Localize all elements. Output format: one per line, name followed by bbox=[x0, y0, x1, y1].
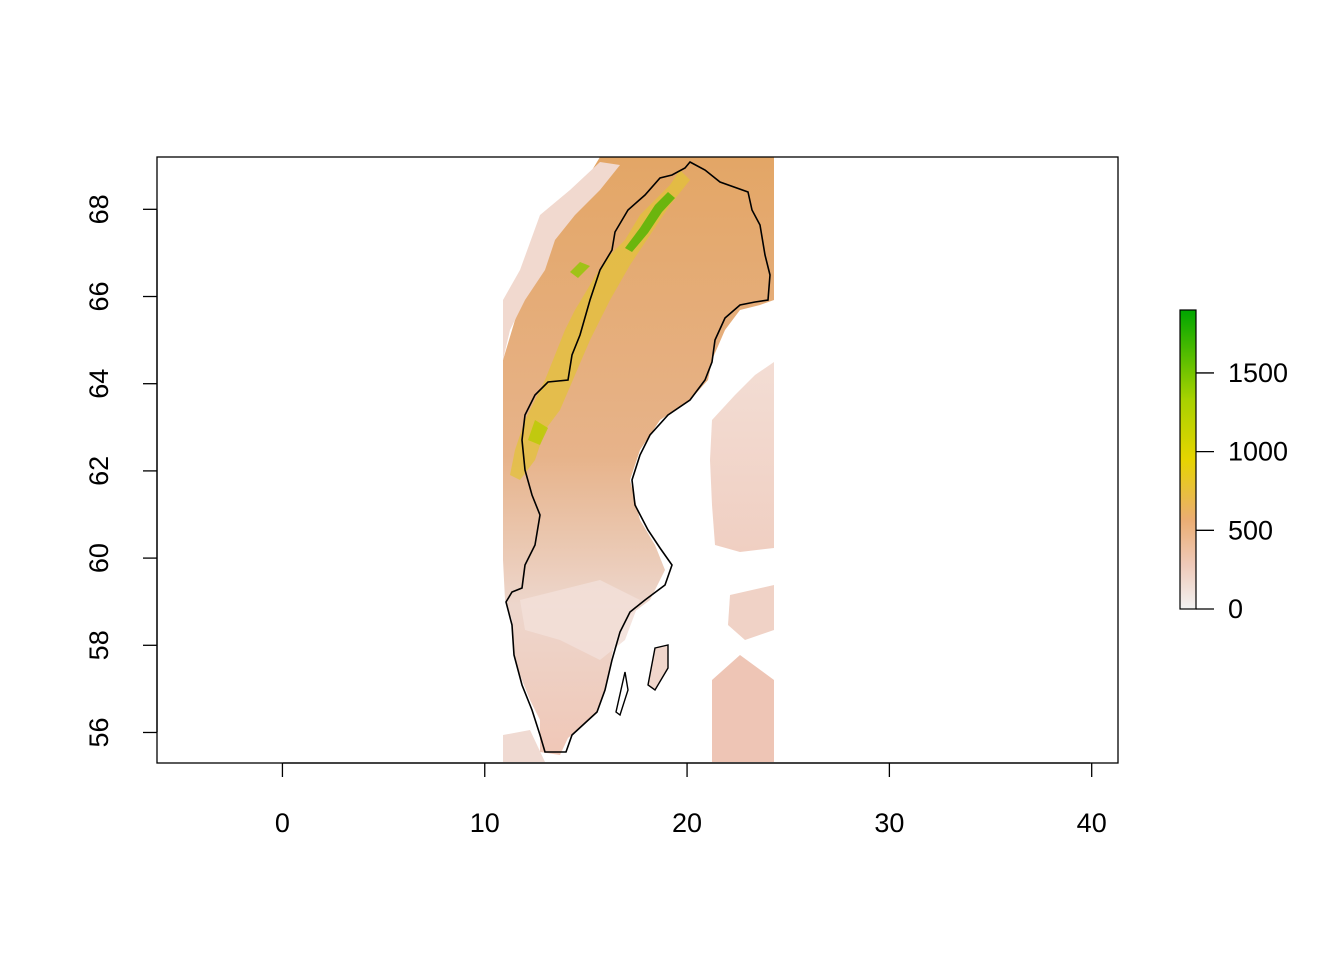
x-tick-label: 40 bbox=[1077, 808, 1107, 838]
gotland-border bbox=[647, 644, 669, 692]
raster-mountains bbox=[510, 170, 690, 480]
x-tick-label: 30 bbox=[874, 808, 904, 838]
sweden-border bbox=[505, 160, 771, 753]
raster-coast-fringe bbox=[503, 162, 620, 360]
y-tick-label: 58 bbox=[84, 630, 114, 660]
raster-peaks-1 bbox=[625, 192, 675, 252]
legend-tick-label: 0 bbox=[1228, 594, 1243, 624]
y-tick-label: 56 bbox=[84, 717, 114, 747]
legend-colorbar bbox=[1179, 309, 1197, 610]
raster-finland bbox=[710, 362, 774, 552]
x-tick-label: 20 bbox=[672, 808, 702, 838]
y-axis: 56 58 60 62 64 66 68 bbox=[84, 194, 158, 748]
raster-baltic-2 bbox=[712, 655, 774, 762]
legend-tick-label: 500 bbox=[1228, 515, 1273, 545]
raster-south-lowlands bbox=[520, 580, 640, 660]
raster-peaks-2 bbox=[570, 262, 590, 278]
y-tick-label: 60 bbox=[84, 543, 114, 573]
x-axis: 0 10 20 30 40 bbox=[275, 762, 1107, 838]
y-tick-label: 66 bbox=[84, 281, 114, 311]
raster-denmark bbox=[503, 730, 545, 762]
legend-tick-label: 1500 bbox=[1228, 358, 1288, 388]
oland-border bbox=[615, 671, 629, 717]
x-tick-label: 0 bbox=[275, 808, 290, 838]
raster-gotland bbox=[648, 645, 668, 690]
raster-baltic-1 bbox=[728, 585, 774, 640]
x-tick-label: 10 bbox=[470, 808, 500, 838]
raster-peaks-3 bbox=[528, 420, 548, 445]
legend-tick-label: 1000 bbox=[1228, 437, 1288, 467]
y-tick-label: 64 bbox=[84, 369, 114, 399]
y-tick-label: 62 bbox=[84, 456, 114, 486]
color-legend: 0 500 1000 1500 bbox=[1179, 309, 1288, 624]
y-tick-label: 68 bbox=[84, 194, 114, 224]
elevation-raster bbox=[503, 157, 774, 762]
